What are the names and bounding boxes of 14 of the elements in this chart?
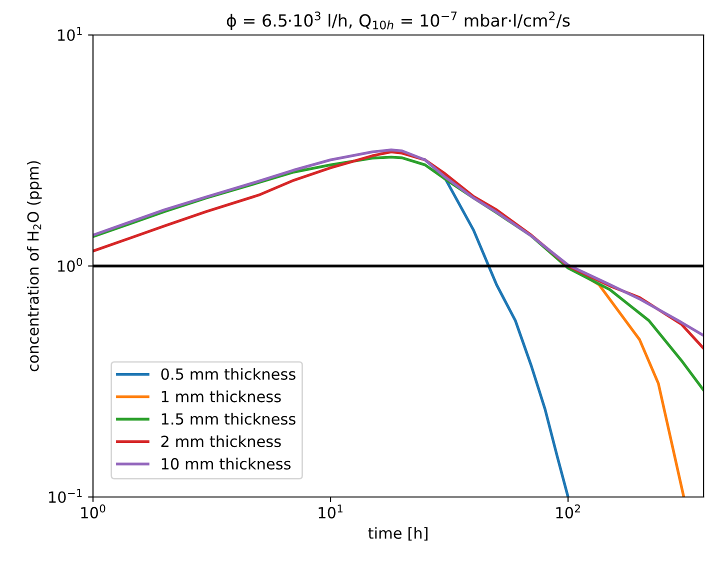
legend-label: 2 mm thickness <box>161 435 281 448</box>
chart-title: ϕ = 6.5·10$^{3}$ l/h, Q$_{10h}$ = 10$^{−7}$ mbar·l/cm$^{2}$/s <box>226 12 570 30</box>
legend-label: 1 mm thickness <box>162 390 281 402</box>
legend-label: 0.5 mm thickness <box>161 368 296 380</box>
y-tick-label: 10$^{−1}$ <box>49 489 82 503</box>
legend-label: 1.5 mm thickness <box>162 412 296 425</box>
legend-label: 10 mm thickness <box>162 458 291 470</box>
x-tick-label: 10$^{2}$ <box>556 504 580 518</box>
x-tick-label: 10$^{1}$ <box>318 504 342 518</box>
y-tick-label: 10$^{0}$ <box>58 258 82 272</box>
y-tick-label: 10$^{1}$ <box>58 27 82 41</box>
x-tick-label: 10$^{0}$ <box>81 504 106 518</box>
x-axis-title: time [h] <box>368 527 428 541</box>
y-axis-title: concentration of H$_{2}$O (ppm) <box>27 161 42 372</box>
